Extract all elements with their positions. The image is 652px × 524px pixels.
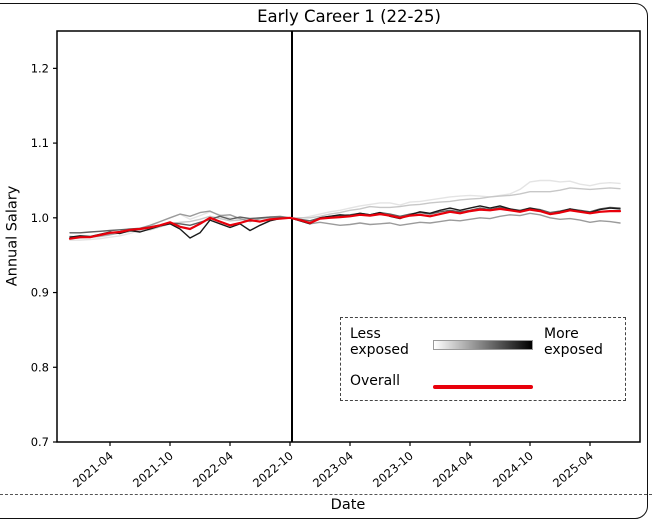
x-tick-label: 2021-04 — [70, 449, 116, 491]
x-tick-label: 2022-10 — [250, 449, 296, 491]
y-tick-label: 1.2 — [31, 61, 49, 75]
y-tick-label: 0.7 — [31, 435, 49, 449]
x-axis-label: Date — [330, 497, 366, 513]
x-tick-label: 2023-10 — [370, 449, 416, 491]
y-tick-label: 1.1 — [31, 136, 49, 150]
legend-overall-line-swatch — [433, 385, 533, 389]
legend-more-exposed-label: More exposed — [544, 326, 603, 358]
x-tick-label: 2025-04 — [550, 449, 596, 491]
legend-less-exposed-label: Less exposed — [350, 326, 409, 358]
x-tick-label: 2023-04 — [310, 449, 356, 491]
y-tick-label: 0.8 — [31, 360, 49, 374]
y-axis-label: Annual Salary — [4, 185, 21, 287]
x-tick-label: 2022-04 — [190, 449, 236, 491]
chart-title: Early Career 1 (22-25) — [257, 7, 441, 26]
x-tick-label: 2024-04 — [430, 449, 476, 491]
legend: Less exposed More exposed Overall — [340, 317, 626, 401]
series-line-Overall — [68, 207, 622, 240]
x-tick-label: 2021-10 — [130, 449, 176, 491]
series-line-exposure-quintile-2 — [69, 187, 621, 240]
dashed-separator — [0, 494, 652, 495]
y-tick-label: 1.0 — [31, 211, 49, 225]
y-tick-label: 0.9 — [31, 286, 49, 300]
exposure-gradient-bar — [433, 340, 533, 350]
x-tick-label: 2024-10 — [490, 449, 536, 491]
series-line-exposure-quintile-3 — [69, 210, 621, 238]
legend-overall-label: Overall — [350, 373, 401, 389]
plot-border — [56, 30, 641, 443]
